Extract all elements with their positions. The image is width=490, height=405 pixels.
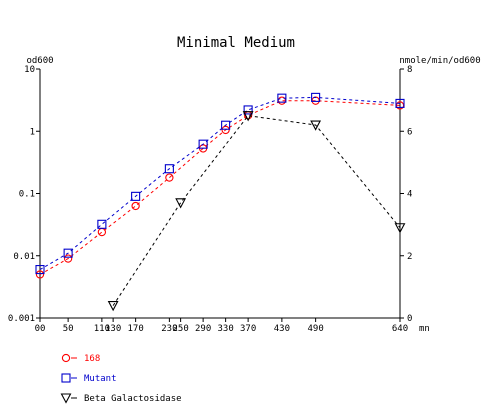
data-point-168 [131,201,140,211]
legend-marker-beta-galactosidase [60,393,72,404]
data-point-beta-galactosidase [394,223,406,234]
right-axis-label: nmole/min/od600 [399,56,480,66]
data-point-beta-galactosidase [242,111,254,122]
right-axis-ticks: 0 2 4 6 8 [400,65,412,324]
left-tick-label: 1 [30,127,35,137]
legend-label: Beta Galactosidase [84,394,182,404]
x-tick-label: 430 [274,324,290,334]
data-point-mutant [131,191,141,201]
left-tick-label: 10 [24,65,35,75]
data-point-mutant [311,92,321,102]
data-point-mutant [277,93,287,103]
x-tick-label: 00 [35,324,46,334]
left-tick-label: 0.01 [13,252,35,262]
x-tick-label: 170 [127,324,143,334]
x-tick-label: 110 [94,324,110,334]
x-tick-label: 250 [172,324,188,334]
data-point-mutant [63,248,73,258]
x-tick-label: 290 [195,324,211,334]
data-point-mutant [164,164,174,174]
chart-title: Minimal Medium [177,35,295,51]
x-axis-unit: mn [419,324,430,334]
data-point-mutant [35,265,45,275]
x-tick-label: 330 [217,324,233,334]
series-line-mutant [39,96,401,271]
x-tick-label: 50 [63,324,74,334]
right-tick-label: 0 [407,314,412,324]
left-tick-label: 0.001 [8,314,35,324]
data-point-mutant [221,120,231,130]
left-axis-ticks: 0.001 0.01 0.1 1 10 [8,65,40,324]
x-tick-label: 370 [240,324,256,334]
data-point-beta-galactosidase [310,120,322,131]
data-point-168 [35,270,45,279]
legend-label: Mutant [84,374,117,384]
x-tick-label: 230 [161,324,177,334]
data-point-168 [165,173,174,182]
right-tick-label: 2 [407,252,412,262]
legend: 168 Mutant Beta Galactosidase [60,353,182,404]
x-tick-label: 640 [392,324,408,334]
legend-label: 168 [84,354,100,364]
data-point-mutant [243,105,253,115]
x-tick-label: 490 [307,324,323,334]
data-point-mutant [198,139,208,149]
x-tick-label: 130 [105,324,121,334]
series-line-beta-galactosidase [112,115,401,306]
right-tick-label: 6 [407,127,412,137]
data-point-168 [221,125,230,135]
right-tick-label: 8 [407,65,412,75]
data-point-168 [97,227,107,237]
legend-marker-168 [61,353,71,363]
data-point-mutant [395,98,405,108]
data-point-mutant [97,219,107,229]
series-layer [35,92,406,312]
data-point-168 [63,254,73,263]
data-point-beta-galactosidase [107,300,119,312]
legend-marker-mutant [61,373,71,383]
left-tick-label: 0.1 [19,190,35,200]
series-line-168 [39,100,401,275]
data-point-beta-galactosidase [175,198,187,209]
right-tick-label: 4 [407,190,412,200]
left-axis-label: od600 [26,56,53,66]
